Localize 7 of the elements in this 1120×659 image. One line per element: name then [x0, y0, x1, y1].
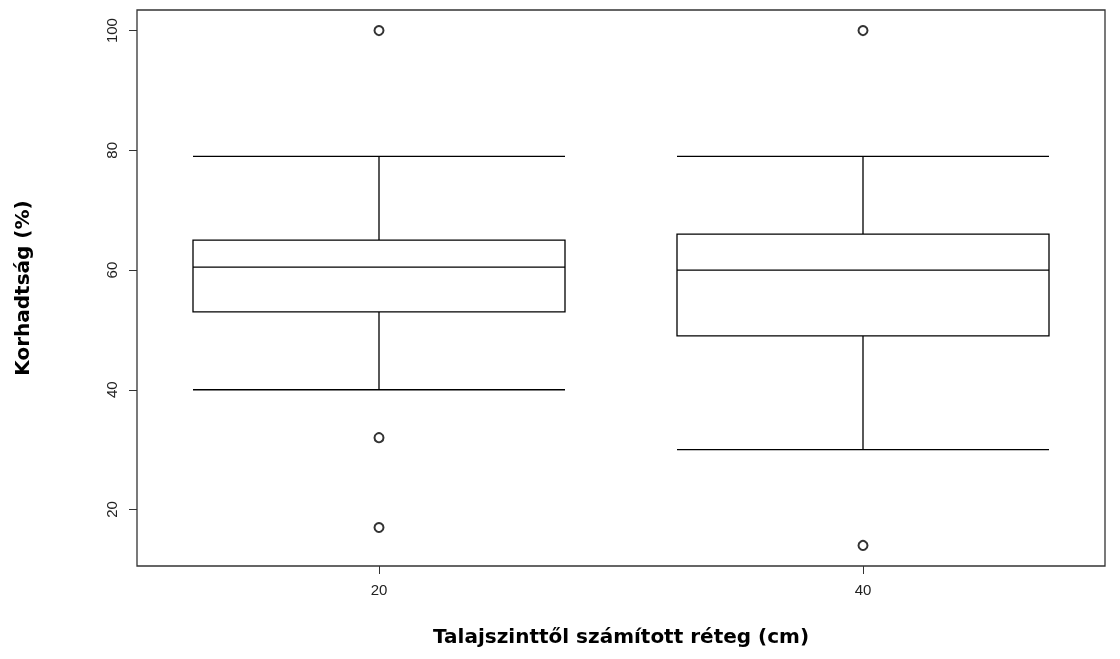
y-tick-label: 40	[103, 381, 120, 399]
y-tick-label: 60	[103, 261, 120, 279]
y-tick-label: 20	[103, 501, 120, 518]
y-tick-label: 100	[103, 18, 120, 44]
x-axis-title: Talajszinttől számított réteg (cm)	[432, 624, 810, 648]
y-axis-title: Korhadtság (%)	[10, 200, 34, 376]
y-tick-label: 80	[103, 141, 120, 159]
